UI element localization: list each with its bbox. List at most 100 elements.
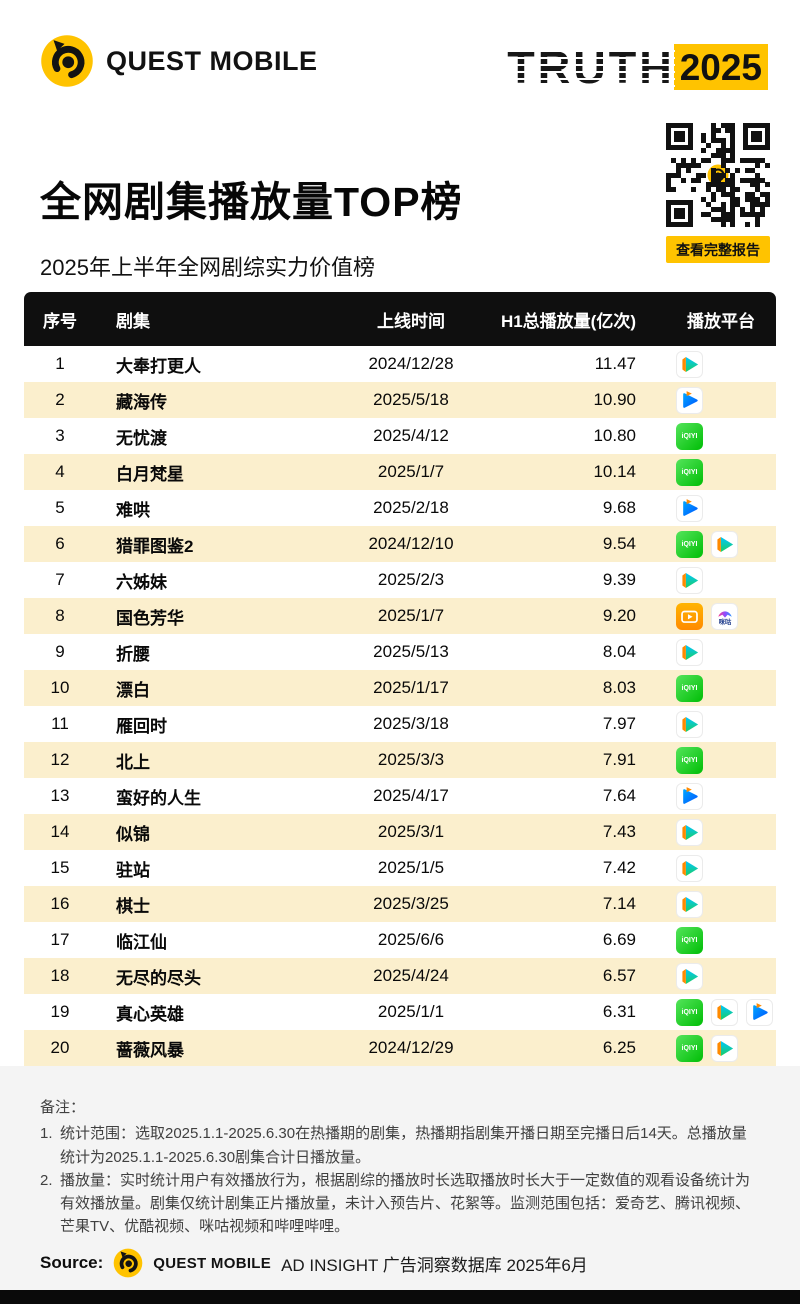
rank-cell: 12 bbox=[50, 750, 70, 769]
platform-cell: iQIYI bbox=[666, 1034, 776, 1062]
table-row: 20 蔷薇风暴 2024/12/29 6.25 iQIYI bbox=[24, 1030, 776, 1066]
platform-cell: iQIYI bbox=[666, 998, 776, 1026]
drama-title-cell: 真心英雄 bbox=[116, 1004, 184, 1024]
table-row: 15 驻站 2025/1/5 7.42 bbox=[24, 850, 776, 886]
drama-title-cell: 折腰 bbox=[116, 644, 150, 664]
youku-icon bbox=[746, 998, 773, 1026]
youku-icon bbox=[676, 782, 703, 810]
rank-cell: 11 bbox=[51, 714, 69, 733]
headline: 全网剧集播放量TOP榜 2025年上半年全网剧综实力价值榜 bbox=[40, 168, 463, 282]
view-report-button[interactable]: 查看完整报告 bbox=[666, 236, 770, 263]
platform-cell: iQIYI bbox=[666, 530, 776, 558]
release-date-cell: 2025/1/17 bbox=[373, 678, 449, 697]
platform-cell: 咪咕 bbox=[666, 602, 776, 630]
play-count-cell: 8.03 bbox=[602, 678, 636, 697]
release-date-cell: 2024/12/29 bbox=[368, 1038, 454, 1057]
table-row: 5 难哄 2025/2/18 9.68 bbox=[24, 490, 776, 526]
drama-title-cell: 漂白 bbox=[116, 680, 150, 700]
brand-name: QUEST MOBILE bbox=[106, 45, 318, 76]
iqiyi-icon: iQIYI bbox=[676, 674, 703, 702]
platform-cell bbox=[666, 710, 776, 738]
qr-finder-icon bbox=[743, 123, 770, 150]
rank-cell: 8 bbox=[55, 606, 65, 625]
platform-cell: iQIYI bbox=[666, 458, 776, 486]
play-count-cell: 10.14 bbox=[593, 462, 636, 481]
platform-cell bbox=[666, 386, 776, 414]
drama-title-cell: 蛮好的人生 bbox=[116, 788, 201, 808]
note-item: 1. 统计范围：选取2025.1.1-2025.6.30在热播期的剧集，热播期指剧… bbox=[40, 1122, 760, 1169]
play-count-cell: 9.20 bbox=[602, 606, 636, 625]
platform-cell: iQIYI bbox=[666, 674, 776, 702]
play-count-cell: 7.97 bbox=[602, 714, 636, 733]
note-text: 播放量：实时统计用户有效播放行为，根据剧综的播放时长选取播放时长大于一定数值的观… bbox=[60, 1171, 751, 1236]
release-date-cell: 2024/12/28 bbox=[368, 354, 454, 373]
drama-title-cell: 棋士 bbox=[116, 896, 150, 916]
drama-title-cell: 蔷薇风暴 bbox=[116, 1040, 184, 1060]
rank-cell: 4 bbox=[55, 462, 65, 481]
table-row: 3 无忧渡 2025/4/12 10.80 iQIYI bbox=[24, 418, 776, 454]
platform-cell bbox=[666, 638, 776, 666]
release-date-cell: 2025/5/18 bbox=[373, 390, 449, 409]
note-text: 统计范围：选取2025.1.1-2025.6.30在热播期的剧集，热播期指剧集开… bbox=[60, 1125, 747, 1166]
platform-cell: iQIYI bbox=[666, 422, 776, 450]
rank-cell: 5 bbox=[55, 498, 65, 517]
note-item: 2. 播放量：实时统计用户有效播放行为，根据剧综的播放时长选取播放时长大于一定数值… bbox=[40, 1169, 760, 1239]
platform-cell bbox=[666, 350, 776, 378]
platform-cell bbox=[666, 494, 776, 522]
drama-title-cell: 六姊妹 bbox=[116, 572, 167, 592]
tencent-video-icon bbox=[676, 962, 703, 990]
drama-title-cell: 无忧渡 bbox=[116, 428, 167, 448]
platform-cell bbox=[666, 854, 776, 882]
col-title: 剧集 bbox=[116, 311, 150, 331]
tencent-video-icon bbox=[711, 1034, 738, 1062]
play-count-cell: 6.31 bbox=[602, 1002, 636, 1021]
release-date-cell: 2025/2/3 bbox=[377, 570, 445, 589]
table-row: 11 雁回时 2025/3/18 7.97 bbox=[24, 706, 776, 742]
source-questmobile-logo-icon bbox=[113, 1248, 143, 1278]
page-title: 全网剧集播放量TOP榜 bbox=[40, 179, 463, 225]
truth-wordmark: TRUTH bbox=[507, 41, 676, 93]
header-bar: QUEST MOBILE bbox=[40, 34, 318, 88]
rank-cell: 20 bbox=[50, 1038, 70, 1057]
table-row: 9 折腰 2025/5/13 8.04 bbox=[24, 634, 776, 670]
rank-cell: 14 bbox=[50, 822, 70, 841]
table-row: 4 白月梵星 2025/1/7 10.14 iQIYI bbox=[24, 454, 776, 490]
play-count-cell: 6.69 bbox=[602, 930, 636, 949]
tencent-video-icon bbox=[676, 854, 703, 882]
release-date-cell: 2025/1/7 bbox=[377, 462, 445, 481]
table-body: 1 大奉打更人 2024/12/28 11.47 2 藏海传 2025/5/18 10.90 3… bbox=[24, 346, 776, 1066]
release-date-cell: 2025/1/1 bbox=[377, 1002, 445, 1021]
truth-2025-logo: TRUTH 2025 bbox=[507, 44, 768, 90]
table-row: 1 大奉打更人 2024/12/28 11.47 bbox=[24, 346, 776, 382]
source-text: AD INSIGHT 广告洞察数据库 2025年6月 bbox=[281, 1255, 588, 1275]
tencent-video-icon bbox=[676, 710, 703, 738]
qr-block: 查看完整报告 bbox=[666, 123, 770, 263]
tencent-video-icon bbox=[711, 998, 738, 1026]
drama-title-cell: 似锦 bbox=[116, 824, 150, 844]
play-count-cell: 7.14 bbox=[602, 894, 636, 913]
notes: 备注： 1. 统计范围：选取2025.1.1-2025.6.30在热播期的剧集，热… bbox=[0, 1066, 800, 1239]
rank-cell: 3 bbox=[55, 426, 65, 445]
iqiyi-icon: iQIYI bbox=[676, 458, 703, 486]
rank-cell: 17 bbox=[50, 930, 70, 949]
play-count-cell: 7.91 bbox=[602, 750, 636, 769]
drama-title-cell: 藏海传 bbox=[116, 392, 167, 412]
table-row: 14 似锦 2025/3/1 7.43 bbox=[24, 814, 776, 850]
play-count-cell: 8.04 bbox=[602, 642, 636, 661]
source-brand-name: QUEST MOBILE bbox=[153, 1254, 272, 1272]
col-platforms: 播放平台 bbox=[687, 311, 755, 331]
col-plays: H1总播放量(亿次) bbox=[500, 311, 636, 331]
play-count-cell: 6.57 bbox=[602, 966, 636, 985]
drama-title-cell: 驻站 bbox=[116, 860, 150, 880]
rank-cell: 7 bbox=[55, 570, 65, 589]
platform-cell bbox=[666, 962, 776, 990]
footer: 备注： 1. 统计范围：选取2025.1.1-2025.6.30在热播期的剧集，热… bbox=[0, 1066, 800, 1304]
release-date-cell: 2025/3/25 bbox=[373, 894, 449, 913]
notes-list: 1. 统计范围：选取2025.1.1-2025.6.30在热播期的剧集，热播期指剧… bbox=[40, 1122, 760, 1238]
release-date-cell: 2025/1/7 bbox=[377, 606, 445, 625]
platform-cell bbox=[666, 782, 776, 810]
source-row: Source: QUEST MOBILE AD INSIGHT 广告洞察数据库 … bbox=[40, 1248, 588, 1278]
mango-tv-icon bbox=[676, 602, 703, 630]
table-row: 13 蛮好的人生 2025/4/17 7.64 bbox=[24, 778, 776, 814]
platform-cell bbox=[666, 890, 776, 918]
